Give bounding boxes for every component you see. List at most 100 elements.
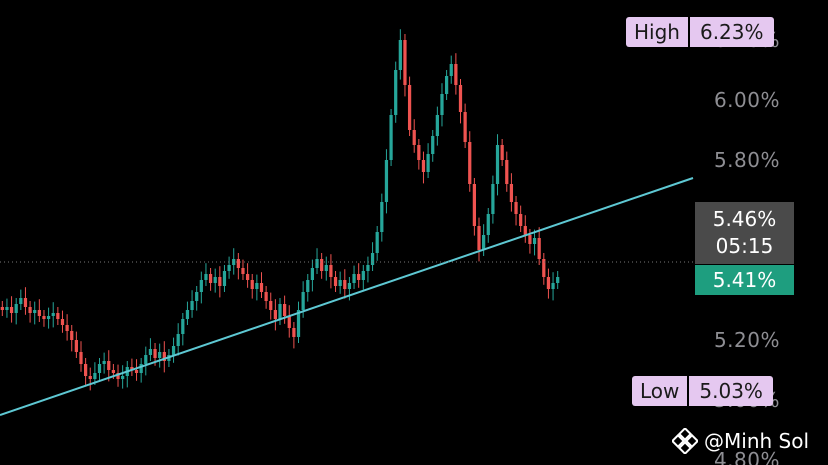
- candle-body: [51, 313, 55, 316]
- candle-body: [347, 283, 352, 289]
- candle-body: [421, 160, 426, 172]
- candle-body: [514, 202, 518, 214]
- candle-body: [102, 361, 106, 364]
- candle-body: [84, 364, 88, 376]
- candle-body: [458, 85, 463, 112]
- candle-body: [454, 64, 458, 85]
- candle-body: [139, 364, 143, 373]
- candle-body: [176, 334, 180, 346]
- candle-body: [19, 298, 23, 304]
- candle-body: [444, 76, 449, 94]
- candle-body: [14, 304, 18, 313]
- candle-body: [532, 238, 537, 244]
- candle-body: [537, 238, 541, 259]
- candle-body: [153, 349, 157, 358]
- candle-body: [301, 292, 305, 310]
- candle-countdown: 05:15: [715, 234, 774, 258]
- candle-body: [181, 319, 185, 334]
- candle-body: [0, 307, 4, 310]
- candle-body: [384, 160, 389, 202]
- candle-body: [158, 352, 162, 358]
- candle-body: [477, 226, 481, 250]
- candle-body: [60, 319, 65, 325]
- candle-body: [310, 268, 315, 280]
- candle-body: [426, 154, 430, 172]
- candle-body: [324, 265, 328, 271]
- candle-body: [403, 40, 407, 85]
- candle-body: [208, 274, 213, 283]
- candle-body: [389, 115, 393, 160]
- candle-body: [273, 310, 277, 319]
- candle-body: [320, 259, 324, 271]
- candle-body: [42, 316, 46, 319]
- candle-body: [468, 142, 472, 184]
- candle-body: [162, 352, 166, 361]
- candle-body: [463, 112, 467, 142]
- candle-body: [380, 202, 384, 232]
- candle-body: [88, 376, 92, 379]
- candle-body: [264, 292, 268, 301]
- candle-body: [79, 352, 83, 364]
- candle-body: [116, 373, 120, 379]
- candle-body: [556, 277, 560, 283]
- candle-body: [394, 70, 398, 115]
- candle-body: [222, 271, 227, 286]
- candle-body: [546, 277, 551, 289]
- candle-body: [241, 268, 245, 274]
- candle-body: [482, 235, 486, 250]
- watermark-text: @Minh Sol: [704, 429, 810, 453]
- candle-body: [37, 310, 41, 316]
- candle-body: [523, 226, 527, 235]
- candle-body: [551, 283, 555, 289]
- candle-body: [144, 355, 148, 364]
- candle-body: [171, 346, 176, 355]
- candle-body: [472, 184, 476, 226]
- candle-body: [5, 307, 9, 310]
- candle-body: [33, 310, 37, 313]
- candle-body: [107, 361, 111, 370]
- candle-body: [296, 310, 301, 337]
- candle-body: [412, 130, 416, 145]
- candle-body: [287, 316, 291, 328]
- candle-body: [417, 145, 421, 160]
- y-tick-label: 5.80%: [713, 148, 780, 172]
- candle-body: [505, 160, 509, 184]
- binance-diamond-icon: [672, 428, 698, 454]
- candle-body: [440, 94, 444, 115]
- high-label: High: [626, 17, 688, 47]
- current-price-box: 5.46% 05:15: [695, 202, 794, 264]
- candle-body: [134, 370, 139, 373]
- candle-body: [28, 307, 32, 313]
- candle-body: [542, 259, 546, 277]
- candle-body: [449, 64, 453, 76]
- candle-body: [361, 271, 365, 280]
- candle-body: [491, 184, 495, 214]
- candle-body: [195, 292, 199, 301]
- candle-body: [407, 85, 412, 130]
- low-tag: Low 5.03%: [632, 376, 773, 406]
- candle-body: [269, 301, 273, 310]
- candle-body: [315, 259, 319, 268]
- candle-body: [495, 145, 500, 184]
- candle-body: [486, 214, 490, 235]
- candle-body: [375, 232, 379, 253]
- candle-body: [343, 280, 347, 289]
- candle-body: [199, 280, 203, 292]
- candle-body: [185, 310, 190, 319]
- last-price-box: 5.41%: [695, 265, 794, 295]
- candle-body: [366, 265, 370, 271]
- candle-body: [232, 259, 236, 265]
- candle-body: [329, 265, 333, 277]
- candle-body: [519, 214, 523, 226]
- trendline[interactable]: [0, 177, 694, 416]
- candle-body: [338, 280, 342, 286]
- candle-body: [213, 277, 217, 283]
- candle-body: [23, 298, 28, 307]
- candle-body: [292, 328, 296, 337]
- low-value: 5.03%: [687, 376, 773, 406]
- candle-body: [204, 274, 208, 280]
- candle-body: [259, 283, 264, 292]
- candle-body: [245, 274, 250, 280]
- candle-body: [306, 280, 310, 292]
- y-tick-label: 4.80%: [713, 448, 780, 465]
